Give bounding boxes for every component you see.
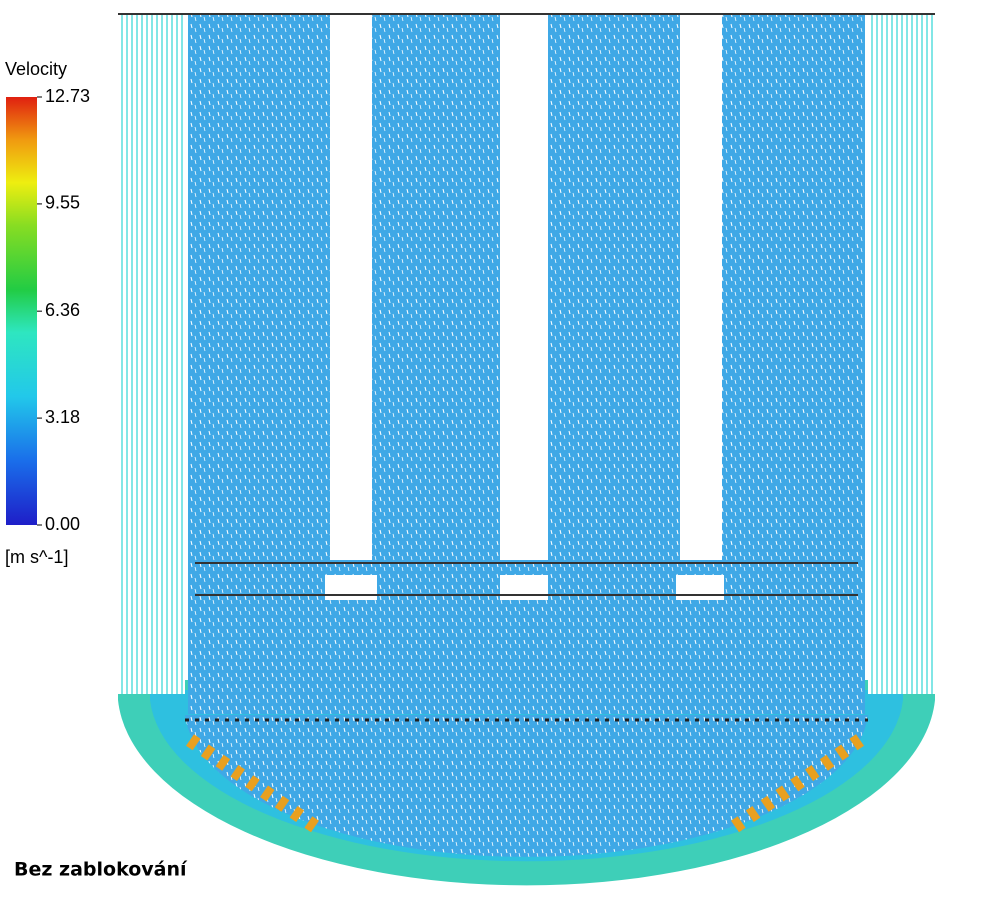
- outer-annulus-right: [868, 14, 935, 694]
- gap: [676, 575, 724, 600]
- colorbar-title: Velocity: [5, 59, 67, 79]
- gap: [330, 14, 372, 560]
- tick-label: 0.00: [45, 514, 80, 534]
- colorbar-unit: [m s^-1]: [5, 547, 68, 567]
- outer-annulus-left: [118, 14, 185, 694]
- gap: [325, 575, 377, 600]
- gap: [500, 14, 548, 560]
- tick-label: 3.18: [45, 407, 80, 427]
- colorbar: [6, 97, 37, 525]
- caption: Bez zablokování: [14, 859, 188, 881]
- colorbar-ticks: 12.73 9.55 6.36 3.18 0.00: [37, 86, 90, 534]
- gap: [500, 575, 548, 600]
- gap: [680, 14, 722, 560]
- tick-label: 9.55: [45, 193, 80, 213]
- tick-label: 12.73: [45, 86, 90, 106]
- distributor-zone: [185, 715, 868, 857]
- jets: [186, 734, 864, 836]
- tick-label: 6.36: [45, 300, 80, 320]
